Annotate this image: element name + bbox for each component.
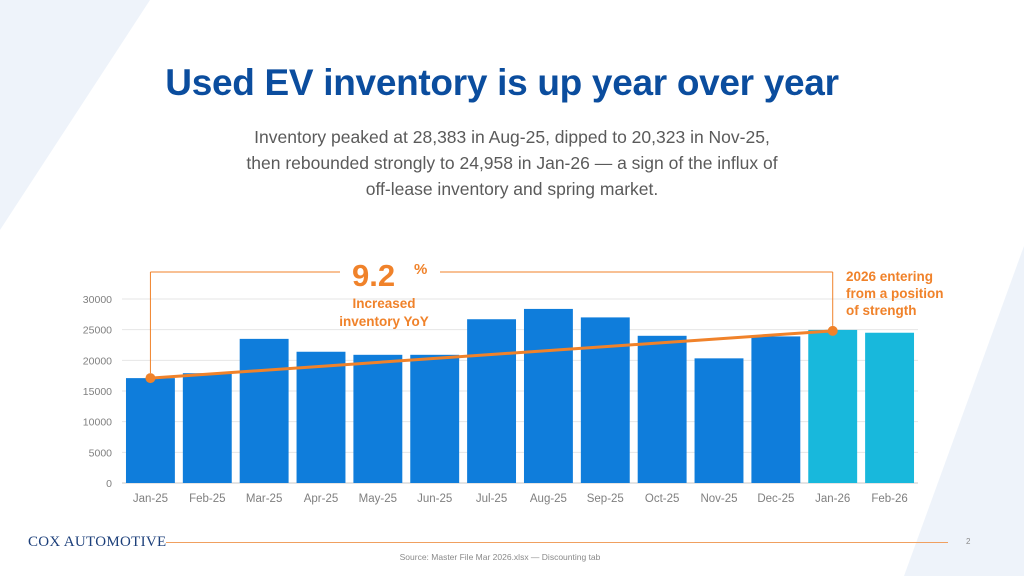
cox-automotive-logo: COX AUTOMOTIVE	[28, 534, 167, 550]
bar	[467, 319, 517, 483]
strength-note-line2: from a position	[846, 286, 944, 301]
source-note: Source: Master File Mar 2026.xlsx — Disc…	[399, 552, 601, 562]
x-tick-label: Apr-25	[304, 493, 339, 505]
y-tick-label: 10000	[83, 417, 112, 429]
bar	[865, 332, 915, 483]
y-tick-label: 15000	[83, 386, 112, 398]
bar	[751, 336, 801, 483]
bar	[410, 354, 460, 483]
strength-note-line3: of strength	[846, 303, 917, 318]
yoy-label-line2: inventory YoY	[339, 314, 429, 329]
x-tick-label: May-25	[359, 493, 397, 505]
x-tick-label: Jun-25	[417, 493, 452, 505]
yoy-percent-value: 9.2	[352, 258, 395, 293]
bar	[523, 308, 573, 483]
y-tick-label: 5000	[89, 447, 113, 459]
strength-note-line1: 2026 entering	[846, 269, 933, 284]
x-tick-label: Aug-25	[530, 493, 567, 505]
y-tick-label: 25000	[83, 325, 112, 337]
bar	[296, 351, 346, 483]
bar	[808, 329, 858, 483]
background-shape-left	[0, 0, 150, 230]
bar	[637, 335, 687, 483]
x-tick-label: Jan-25	[133, 493, 168, 505]
x-tick-label: Oct-25	[645, 493, 680, 505]
x-tick-label: Jul-25	[476, 493, 507, 505]
y-tick-label: 0	[106, 478, 112, 490]
x-tick-label: Jan-26	[815, 493, 850, 505]
page-number: 2	[966, 537, 971, 546]
bar	[239, 338, 289, 483]
y-tick-label: 20000	[83, 355, 112, 367]
bar	[353, 354, 403, 483]
trend-start-point	[145, 373, 156, 384]
x-tick-label: Nov-25	[700, 493, 737, 505]
bar	[182, 373, 232, 483]
slide-title: Used EV inventory is up year over year	[165, 62, 839, 103]
x-tick-label: Mar-25	[246, 493, 282, 505]
y-tick-label: 30000	[83, 294, 112, 306]
x-tick-label: Sep-25	[587, 493, 624, 505]
footer-divider	[166, 542, 948, 543]
bar	[694, 358, 744, 483]
bar	[580, 317, 630, 483]
x-tick-label: Feb-25	[189, 493, 225, 505]
background-shape-right	[904, 246, 1024, 576]
bar	[125, 378, 175, 483]
x-tick-label: Dec-25	[757, 493, 794, 505]
trend-end-point	[827, 325, 838, 336]
trend-line	[150, 329, 833, 380]
yoy-percent-unit: %	[414, 261, 427, 278]
x-tick-label: Feb-26	[871, 493, 907, 505]
slide-subtitle: Inventory peaked at 28,383 in Aug-25, di…	[246, 127, 778, 199]
yoy-label-line1: Increased	[352, 296, 415, 311]
